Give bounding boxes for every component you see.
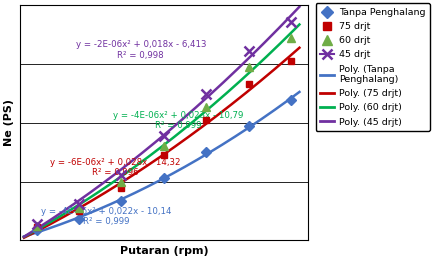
X-axis label: Putaran (rpm): Putaran (rpm) — [119, 246, 207, 256]
Legend: Tanpa Penghalang, 75 drjt, 60 drjt, 45 drjt, Poly. (Tanpa
Penghalang), Poly. (75: Tanpa Penghalang, 75 drjt, 60 drjt, 45 d… — [315, 3, 429, 131]
Text: y = -6E-06x² + 0,028x - 14,32
R² = 0,996: y = -6E-06x² + 0,028x - 14,32 R² = 0,996 — [49, 158, 180, 177]
Text: y = -4E-06x² + 0,023x - 10,79
R² = 0,999: y = -4E-06x² + 0,023x - 10,79 R² = 0,999 — [113, 111, 243, 130]
Text: y = -2E-06x² + 0,018x - 6,413
R² = 0,998: y = -2E-06x² + 0,018x - 6,413 R² = 0,998 — [76, 40, 206, 60]
Text: y = -4E-06x² + 0,022x - 10,14
R² = 0,999: y = -4E-06x² + 0,022x - 10,14 R² = 0,999 — [41, 207, 171, 226]
Y-axis label: Ne (PS): Ne (PS) — [4, 99, 14, 146]
